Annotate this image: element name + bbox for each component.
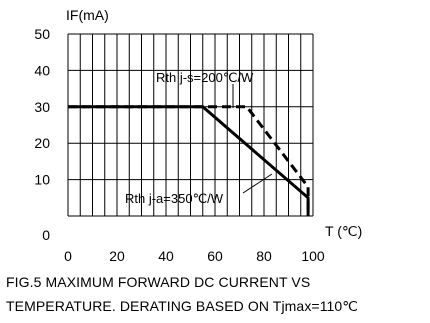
x-tick-label: 20 [109, 248, 125, 264]
figure-caption-line-1: FIG.5 MAXIMUM FORWARD DC CURRENT VS [6, 274, 311, 290]
x-tick-label: 80 [256, 248, 272, 264]
y-tick-label: 50 [34, 26, 50, 42]
annotation-rth-ja: Rth j-a=350℃/W [125, 191, 224, 206]
series-line-rth-js [68, 105, 310, 216]
chart-annotations: Rth j-s=200℃/W Rth j-a=350℃/W [125, 70, 273, 206]
x-tick-label: 100 [301, 248, 325, 264]
annotation-rth-js: Rth j-s=200℃/W [156, 70, 254, 85]
x-tick-label: 60 [207, 248, 223, 264]
y-tick-label: 40 [34, 62, 50, 78]
y-axis-title: IF(mA) [66, 7, 109, 23]
x-tick-label: 0 [64, 248, 72, 264]
y-tick-label: 10 [34, 172, 50, 188]
annotation-leader-rth-ja [242, 173, 273, 194]
chart-series [68, 105, 310, 216]
y-tick-label: 30 [34, 99, 50, 115]
y-tick-label: 0 [42, 227, 50, 243]
chart-grid [67, 33, 314, 217]
x-tick-labels: 0 20 40 60 80 100 [64, 248, 325, 264]
x-axis-title: T (℃) [325, 223, 362, 239]
x-tick-label: 40 [158, 248, 174, 264]
y-tick-labels: 0 10 20 30 40 50 [34, 26, 50, 243]
derating-chart: 0 10 20 30 40 50 0 20 40 60 80 100 Rth j-s=200℃/W … [34, 7, 362, 264]
figure-caption-line-2: TEMPERATURE. DERATING BASED ON Tjmax=110… [6, 298, 359, 314]
y-tick-label: 20 [34, 135, 50, 151]
